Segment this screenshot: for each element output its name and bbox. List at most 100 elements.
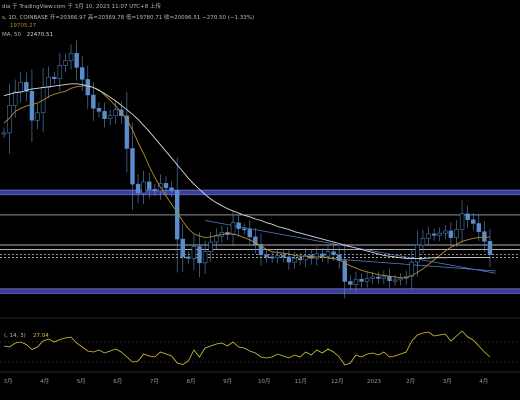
candle-body: [297, 258, 303, 261]
candle-body: [459, 213, 465, 230]
ma2-label: MA, 50: [2, 32, 22, 38]
candle-body: [102, 111, 107, 119]
candle-body: [96, 108, 102, 112]
candle-body: [52, 76, 57, 79]
candle-body: [236, 222, 241, 229]
candle-body: [253, 236, 258, 245]
candle-body: [107, 115, 113, 119]
candle-body: [471, 219, 476, 224]
x-tick-label: 5月: [77, 378, 86, 385]
blue-bands: [0, 189, 520, 294]
candle-body: [431, 233, 437, 236]
candle-body: [364, 278, 370, 282]
x-tick-label: 3月: [4, 378, 13, 385]
candle-body: [197, 246, 202, 264]
x-tick-label: 3月: [443, 378, 452, 385]
candle-body: [443, 230, 448, 234]
candle-body: [420, 238, 426, 246]
x-tick-label: 9月: [223, 378, 232, 385]
candle-body: [68, 53, 74, 62]
candle-body: [286, 256, 292, 263]
candle-body: [336, 254, 342, 261]
candle-body: [454, 229, 459, 238]
ma2-value: 22470.51: [26, 32, 54, 38]
candle-body: [415, 244, 420, 263]
candle-body: [180, 238, 185, 258]
candle-body: [275, 255, 280, 258]
candle-body: [409, 261, 414, 277]
candle-body: [74, 53, 79, 68]
candle-body: [29, 91, 35, 121]
x-tick-label: 11月: [295, 378, 308, 385]
candle-body: [258, 244, 264, 255]
ma2-legend: MA, 50 22470.51: [2, 32, 53, 38]
x-tick-label: 2023: [367, 379, 381, 385]
candle-body: [476, 223, 482, 232]
candle-body: [292, 258, 297, 263]
x-tick-label: 6月: [113, 378, 122, 385]
candle-body: [7, 105, 12, 134]
candle-body: [147, 181, 152, 190]
candle-body: [376, 276, 381, 279]
publisher-text: dia 于 TradingView.com 于 3月 10, 2023 11:0…: [2, 4, 161, 10]
candle-body: [191, 246, 197, 259]
candle-body: [281, 255, 286, 258]
rsi-line: [3, 330, 491, 366]
candle-body: [331, 251, 336, 255]
candle-body: [426, 233, 431, 239]
candle-body: [24, 82, 29, 92]
candle-body: [46, 76, 51, 88]
candle-body: [1, 132, 7, 135]
candle-body: [348, 281, 353, 285]
ohlc-text: s, 1D, COINBASE 开=20366.97 高=20369.78 低=…: [2, 15, 255, 21]
x-tick-label: 7月: [150, 378, 159, 385]
candle-body: [370, 276, 375, 279]
candle-body: [437, 232, 442, 236]
candle-body: [124, 115, 130, 149]
chart-header-line1: dia 于 TradingView.com 于 3月 10, 2023 11:0…: [2, 2, 161, 10]
candle-body: [12, 91, 18, 106]
candle-body: [113, 109, 118, 117]
candle-body: [130, 148, 135, 185]
candle-body: [152, 189, 158, 192]
candle-body: [320, 253, 325, 257]
candle-body: [18, 82, 23, 93]
candle-body: [264, 254, 269, 258]
candle-body: [230, 222, 236, 235]
candle-body: [163, 183, 169, 189]
x-tick-label: 10月: [258, 378, 271, 385]
candle-body: [35, 112, 40, 121]
x-tick-label: 4月: [479, 378, 488, 385]
candle-body: [57, 65, 63, 79]
x-tick-label: 12月: [331, 378, 344, 385]
candle-body: [448, 230, 454, 238]
blue-band-0: [0, 190, 520, 195]
candle-body: [186, 256, 191, 259]
candle-body: [63, 60, 68, 66]
x-tick-label: 2月: [406, 378, 415, 385]
candle-body: [91, 94, 96, 109]
candle-body: [387, 275, 392, 281]
candle-body: [202, 251, 208, 264]
candle-body: [465, 213, 470, 221]
candle-body: [141, 181, 146, 194]
candles: [1, 40, 493, 299]
candle-body: [398, 278, 403, 281]
blue-band-1: [0, 288, 520, 294]
x-axis-ticks: 3月 4月 5月 6月 7月 8月 9月 10月 11月 12月 2023 2月 3月 4月: [4, 378, 489, 385]
candle-body: [80, 67, 85, 80]
white-ma-line: [3, 83, 490, 259]
candle-body: [482, 231, 487, 242]
candle-body: [314, 253, 320, 259]
candle-body: [247, 229, 252, 238]
candle-body: [342, 260, 347, 282]
candle-body: [353, 278, 359, 285]
ma1-value: 19705.27: [10, 23, 37, 29]
chart-header-line2: s, 1D, COINBASE 开=20366.97 高=20369.78 低=…: [2, 13, 254, 21]
ma1-legend: 19705.27: [10, 23, 36, 29]
candle-body: [85, 79, 90, 96]
candle-body: [359, 278, 364, 282]
x-tick-label: 4月: [40, 378, 49, 385]
candle-body: [325, 251, 331, 257]
